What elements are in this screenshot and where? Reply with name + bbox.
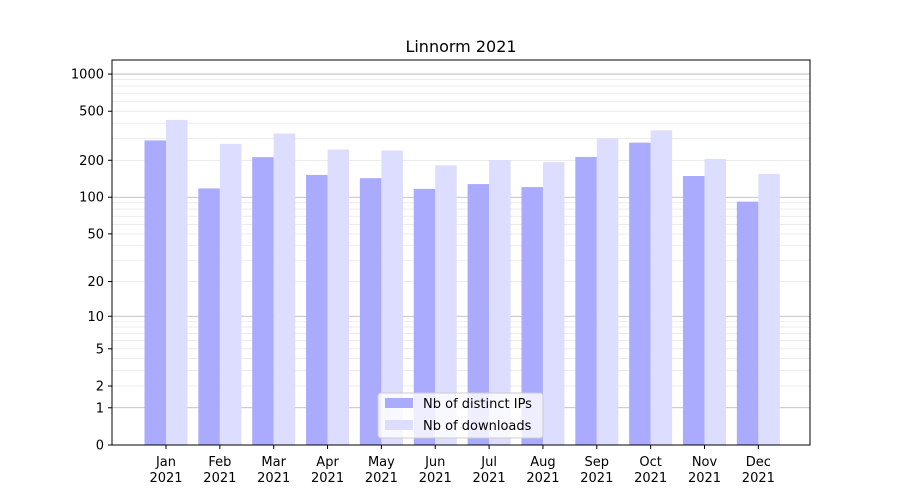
y-tick-label: 10 — [87, 310, 104, 325]
bar-distinct-ips — [413, 188, 436, 445]
x-tick-label-month: Aug — [530, 455, 555, 470]
x-tick-label-year: 2021 — [688, 471, 721, 486]
y-tick-label: 20 — [87, 275, 104, 290]
bar-distinct-ips — [629, 142, 651, 445]
bar-downloads — [219, 143, 242, 446]
bar-downloads — [758, 173, 780, 445]
bar-distinct-ips — [467, 184, 490, 445]
x-tick-label-year: 2021 — [742, 471, 775, 486]
x-tick-label-month: Jan — [155, 455, 176, 470]
x-tick-label-year: 2021 — [149, 471, 182, 486]
x-tick-label-month: Sep — [585, 455, 610, 470]
y-tick-label: 1 — [96, 401, 104, 416]
bar-distinct-ips — [736, 201, 759, 445]
bar-downloads — [542, 162, 565, 445]
bar-downloads — [489, 160, 511, 445]
bar-distinct-ips — [252, 157, 274, 446]
bar-downloads — [273, 133, 296, 445]
y-axis: 0 1 2 5 10 20 50 100 200 500 1000 — [71, 68, 112, 454]
x-tick-label-month: Mar — [261, 455, 286, 470]
chart-title: Linnorm 2021 — [405, 37, 516, 56]
x-tick-label-year: 2021 — [311, 471, 344, 486]
x-tick-label-month: May — [368, 455, 395, 470]
y-tick-label: 1000 — [71, 68, 104, 83]
x-tick-label-month: Jun — [424, 455, 445, 470]
bar-downloads — [381, 150, 403, 445]
bar-downloads — [166, 119, 188, 445]
y-tick-label: 50 — [87, 227, 104, 242]
x-tick-label-year: 2021 — [526, 471, 559, 486]
legend-label-downloads: Nb of downloads — [423, 419, 532, 434]
legend: Nb of distinct IPs Nb of downloads — [377, 392, 544, 439]
y-tick-label: 2 — [96, 380, 104, 395]
y-tick-label: 100 — [79, 191, 104, 206]
x-tick-label-year: 2021 — [365, 471, 398, 486]
bar-distinct-ips — [521, 187, 543, 446]
x-tick-label-month: Feb — [208, 455, 231, 470]
bar-downloads — [435, 165, 457, 445]
x-tick-label-year: 2021 — [419, 471, 452, 486]
legend-box — [377, 392, 544, 439]
x-tick-label-year: 2021 — [634, 471, 667, 486]
x-tick-label-year: 2021 — [580, 471, 613, 486]
x-tick-label-year: 2021 — [203, 471, 236, 486]
bar-downloads — [650, 130, 673, 445]
legend-swatch-downloads — [385, 420, 413, 430]
bar-distinct-ips — [198, 188, 220, 445]
x-axis: Jan2021Feb2021Mar2021Apr2021May2021Jun20… — [149, 445, 775, 486]
x-tick-label-month: Apr — [316, 455, 339, 470]
x-tick-label-month: Jul — [480, 455, 497, 470]
legend-swatch-distinct-ips — [385, 398, 413, 408]
bar-downloads — [704, 158, 726, 445]
bar-distinct-ips — [683, 175, 705, 445]
bar-downloads — [596, 138, 619, 445]
legend-label-distinct-ips: Nb of distinct IPs — [423, 397, 532, 412]
y-tick-label: 500 — [79, 105, 104, 120]
bar-distinct-ips — [575, 156, 597, 446]
bar-distinct-ips — [359, 178, 382, 445]
x-tick-label-year: 2021 — [473, 471, 506, 486]
y-tick-label: 200 — [79, 154, 104, 169]
bar-downloads — [327, 149, 350, 445]
plot-area-frame — [111, 59, 811, 446]
x-tick-label-month: Nov — [692, 455, 718, 470]
bar-distinct-ips — [306, 174, 328, 445]
x-tick-label-year: 2021 — [257, 471, 290, 486]
y-tick-label: 0 — [96, 439, 104, 454]
bar-distinct-ips — [144, 140, 166, 445]
x-tick-label-month: Oct — [639, 455, 661, 470]
y-tick-label: 5 — [96, 342, 104, 357]
bars — [144, 119, 780, 446]
x-tick-label-month: Dec — [746, 455, 771, 470]
